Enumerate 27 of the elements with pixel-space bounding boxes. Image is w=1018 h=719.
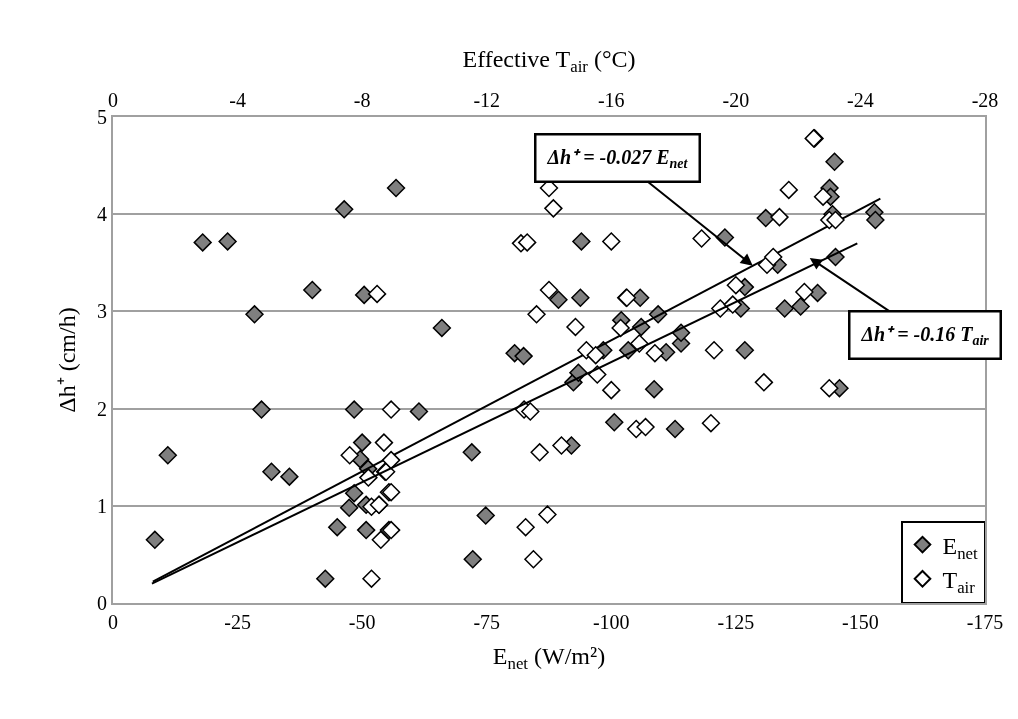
annotation: Δh⁺ = -0.027 E$_{net}$ (546, 145, 689, 171)
x-tick-label: -100 (592, 611, 630, 633)
x-tick-label: -150 (842, 611, 879, 633)
x-tick-label: -125 (717, 611, 755, 633)
x2-tick-label: -20 (722, 89, 750, 111)
x2-tick-label: -28 (971, 89, 999, 111)
annotation: Δh⁺ = -0.16 T$_{air}$ (860, 322, 990, 348)
y-tick-label: 4 (97, 203, 107, 226)
x-tick-label: -25 (224, 611, 251, 633)
y-axis-title: Δh⁺ (cm/h) (53, 307, 80, 413)
x2-tick-label: -4 (229, 89, 246, 111)
legend-label: T$_{air}$ (942, 567, 976, 598)
x2-tick-label: -8 (353, 89, 371, 111)
y-tick-label: 5 (97, 106, 107, 128)
x-axis-title: E$_{net}$ (W/m²) (492, 642, 606, 673)
y-tick-label: 0 (97, 592, 107, 614)
y-tick-label: 3 (97, 300, 107, 323)
x2-tick-label: -16 (597, 89, 625, 111)
y-tick-label: 1 (97, 494, 107, 517)
x-tick-label: -75 (473, 611, 501, 633)
y-tick-label: 2 (97, 397, 107, 420)
x-tick-label: -175 (966, 611, 1004, 633)
x2-tick-label: -24 (847, 89, 874, 111)
x2-axis-title: Effective T$_{air}$ (°C) (462, 45, 636, 76)
x-tick-label: -50 (348, 611, 376, 633)
legend-label: E$_{net}$ (942, 532, 979, 563)
x2-tick-label: -12 (473, 89, 501, 111)
